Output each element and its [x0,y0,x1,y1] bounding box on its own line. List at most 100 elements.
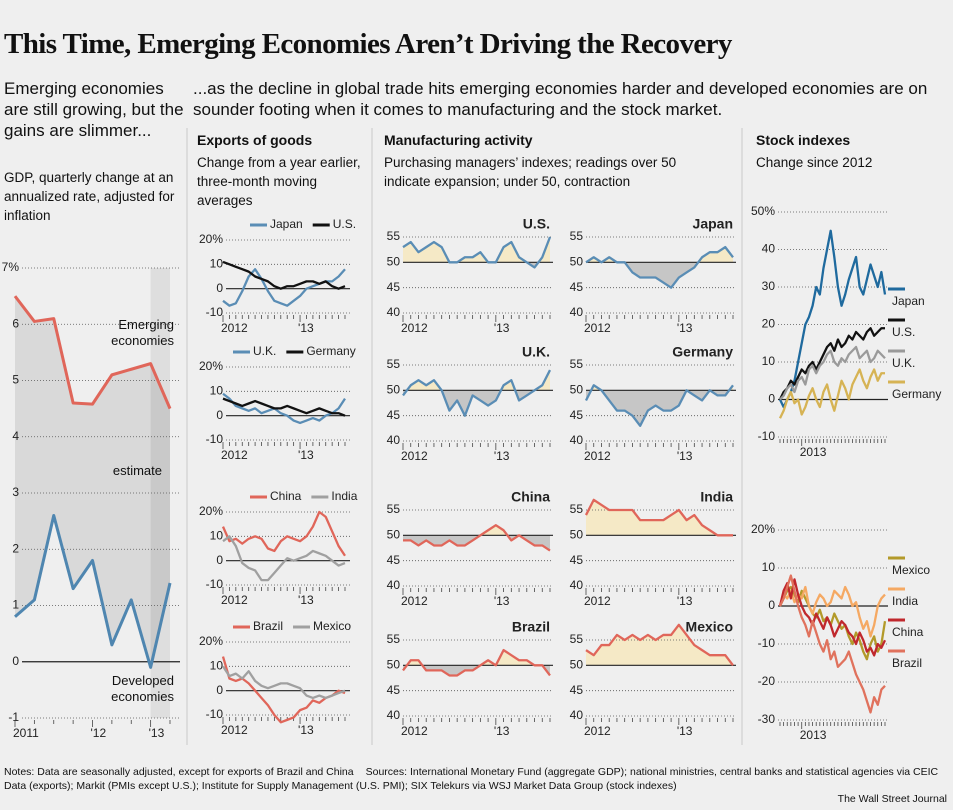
area-above [586,624,733,666]
y-tick-label: 7% [2,260,20,274]
panel-title: Germany [672,344,733,360]
panel-title: India [700,489,733,505]
x-tick-label: 2012 [401,724,428,738]
y-tick-label: 20 [762,317,776,331]
legend-label: Japan [892,294,925,308]
annotation: estimate [112,463,162,478]
y-tick-label: 55 [387,632,401,646]
legend-label: Japan [270,217,303,231]
area-below [403,390,550,416]
series-line [222,260,346,290]
x-tick-label: 2012 [401,449,428,463]
y-tick-label: 50 [387,255,401,269]
x-tick-label: '13 [298,723,314,737]
y-tick-label: 40 [387,305,401,319]
y-tick-label: 45 [570,553,584,567]
series-label: Developed economies [111,673,174,704]
y-tick-label: 2 [12,541,19,555]
legend-label: U.S. [333,217,356,231]
series-line [222,392,346,425]
y-tick-label: -1 [8,710,19,724]
series-line [778,327,885,400]
x-tick-label: 2012 [401,594,428,608]
x-tick-label: 2011 [13,726,39,740]
y-tick-label: 55 [387,502,401,516]
x-tick-label: 2012 [584,724,611,738]
y-tick-label: 55 [387,229,401,243]
y-tick-label: 45 [387,683,401,697]
section-description: Change since 2012 [756,155,873,170]
y-tick-label: 50 [387,528,401,542]
legend-label: China [892,625,924,639]
title: This Time, Emerging Economies Aren’t Dri… [4,28,732,60]
x-tick-label: 2012 [401,321,428,335]
series-line [584,498,733,537]
area-above [586,499,733,536]
y-tick-label: 50 [387,658,401,672]
y-tick-label: 10 [762,560,776,574]
legend-label: Brazil [892,656,922,670]
series-line [403,524,551,552]
y-tick-label: 40 [570,433,584,447]
y-tick-label: 10 [210,257,224,271]
y-tick-label: 50 [570,383,584,397]
area-above [403,650,550,666]
y-tick-label: 45 [570,408,584,422]
series-line [222,665,346,700]
y-tick-label: 10 [210,529,224,543]
y-tick-label: 0 [216,281,223,295]
y-tick-label: 40 [570,578,584,592]
y-tick-label: 40 [570,305,584,319]
x-tick-label: '12 [91,726,107,740]
section-heading: Stock indexes [756,132,851,148]
y-tick-label: 40 [387,708,401,722]
y-tick-label: -20 [758,674,776,688]
x-tick-label: 2012 [221,321,248,335]
section-heading: Manufacturing activity [384,132,533,148]
x-tick-label: 2012 [221,448,248,462]
section-description: Purchasing managers’ indexes; readings o… [384,155,677,189]
legend-label: Germany [892,387,941,401]
subtitle-left: GDP, quarterly change at an annualized r… [4,170,175,223]
y-tick-label: 50 [387,383,401,397]
y-tick-label: 0 [12,654,19,668]
legend-label: India [331,489,357,503]
x-tick-label: '13 [494,724,510,738]
y-tick-label: 4 [12,429,19,443]
panel-title: U.K. [522,344,550,360]
y-tick-label: -10 [206,305,224,319]
legend-label: Mexico [892,563,930,577]
series-line [14,514,172,669]
y-tick-label: 40 [570,708,584,722]
credit: The Wall Street Journal [837,793,947,805]
x-tick-label: '13 [149,726,165,740]
y-tick-label: 45 [387,408,401,422]
area-below [586,262,733,288]
y-tick-label: 10 [210,384,224,398]
y-tick-label: -10 [758,636,776,650]
y-tick-label: -30 [758,712,776,726]
y-tick-label: 0 [216,683,223,697]
x-tick-label: 2012 [584,594,611,608]
headline-right: ...as the decline in global trade hits e… [193,79,928,119]
series-line [778,229,887,409]
y-tick-label: 45 [387,280,401,294]
y-tick-label: 55 [570,229,584,243]
area-below [403,665,550,676]
panel-title: Japan [693,216,733,232]
panel-title: Mexico [686,619,733,635]
y-tick-label: 0 [216,408,223,422]
x-tick-label: '13 [677,449,693,463]
series-line [585,623,734,667]
area-between [15,296,170,668]
legend-label: Mexico [313,619,351,633]
y-tick-label: 40 [762,242,776,256]
y-tick-label: 55 [570,502,584,516]
y-tick-label: 3 [12,485,19,499]
legend-label: India [892,594,918,608]
x-tick-label: 2013 [800,728,827,742]
y-tick-label: 20% [751,522,775,536]
legend-label: Germany [306,344,355,358]
series-line [222,397,346,417]
